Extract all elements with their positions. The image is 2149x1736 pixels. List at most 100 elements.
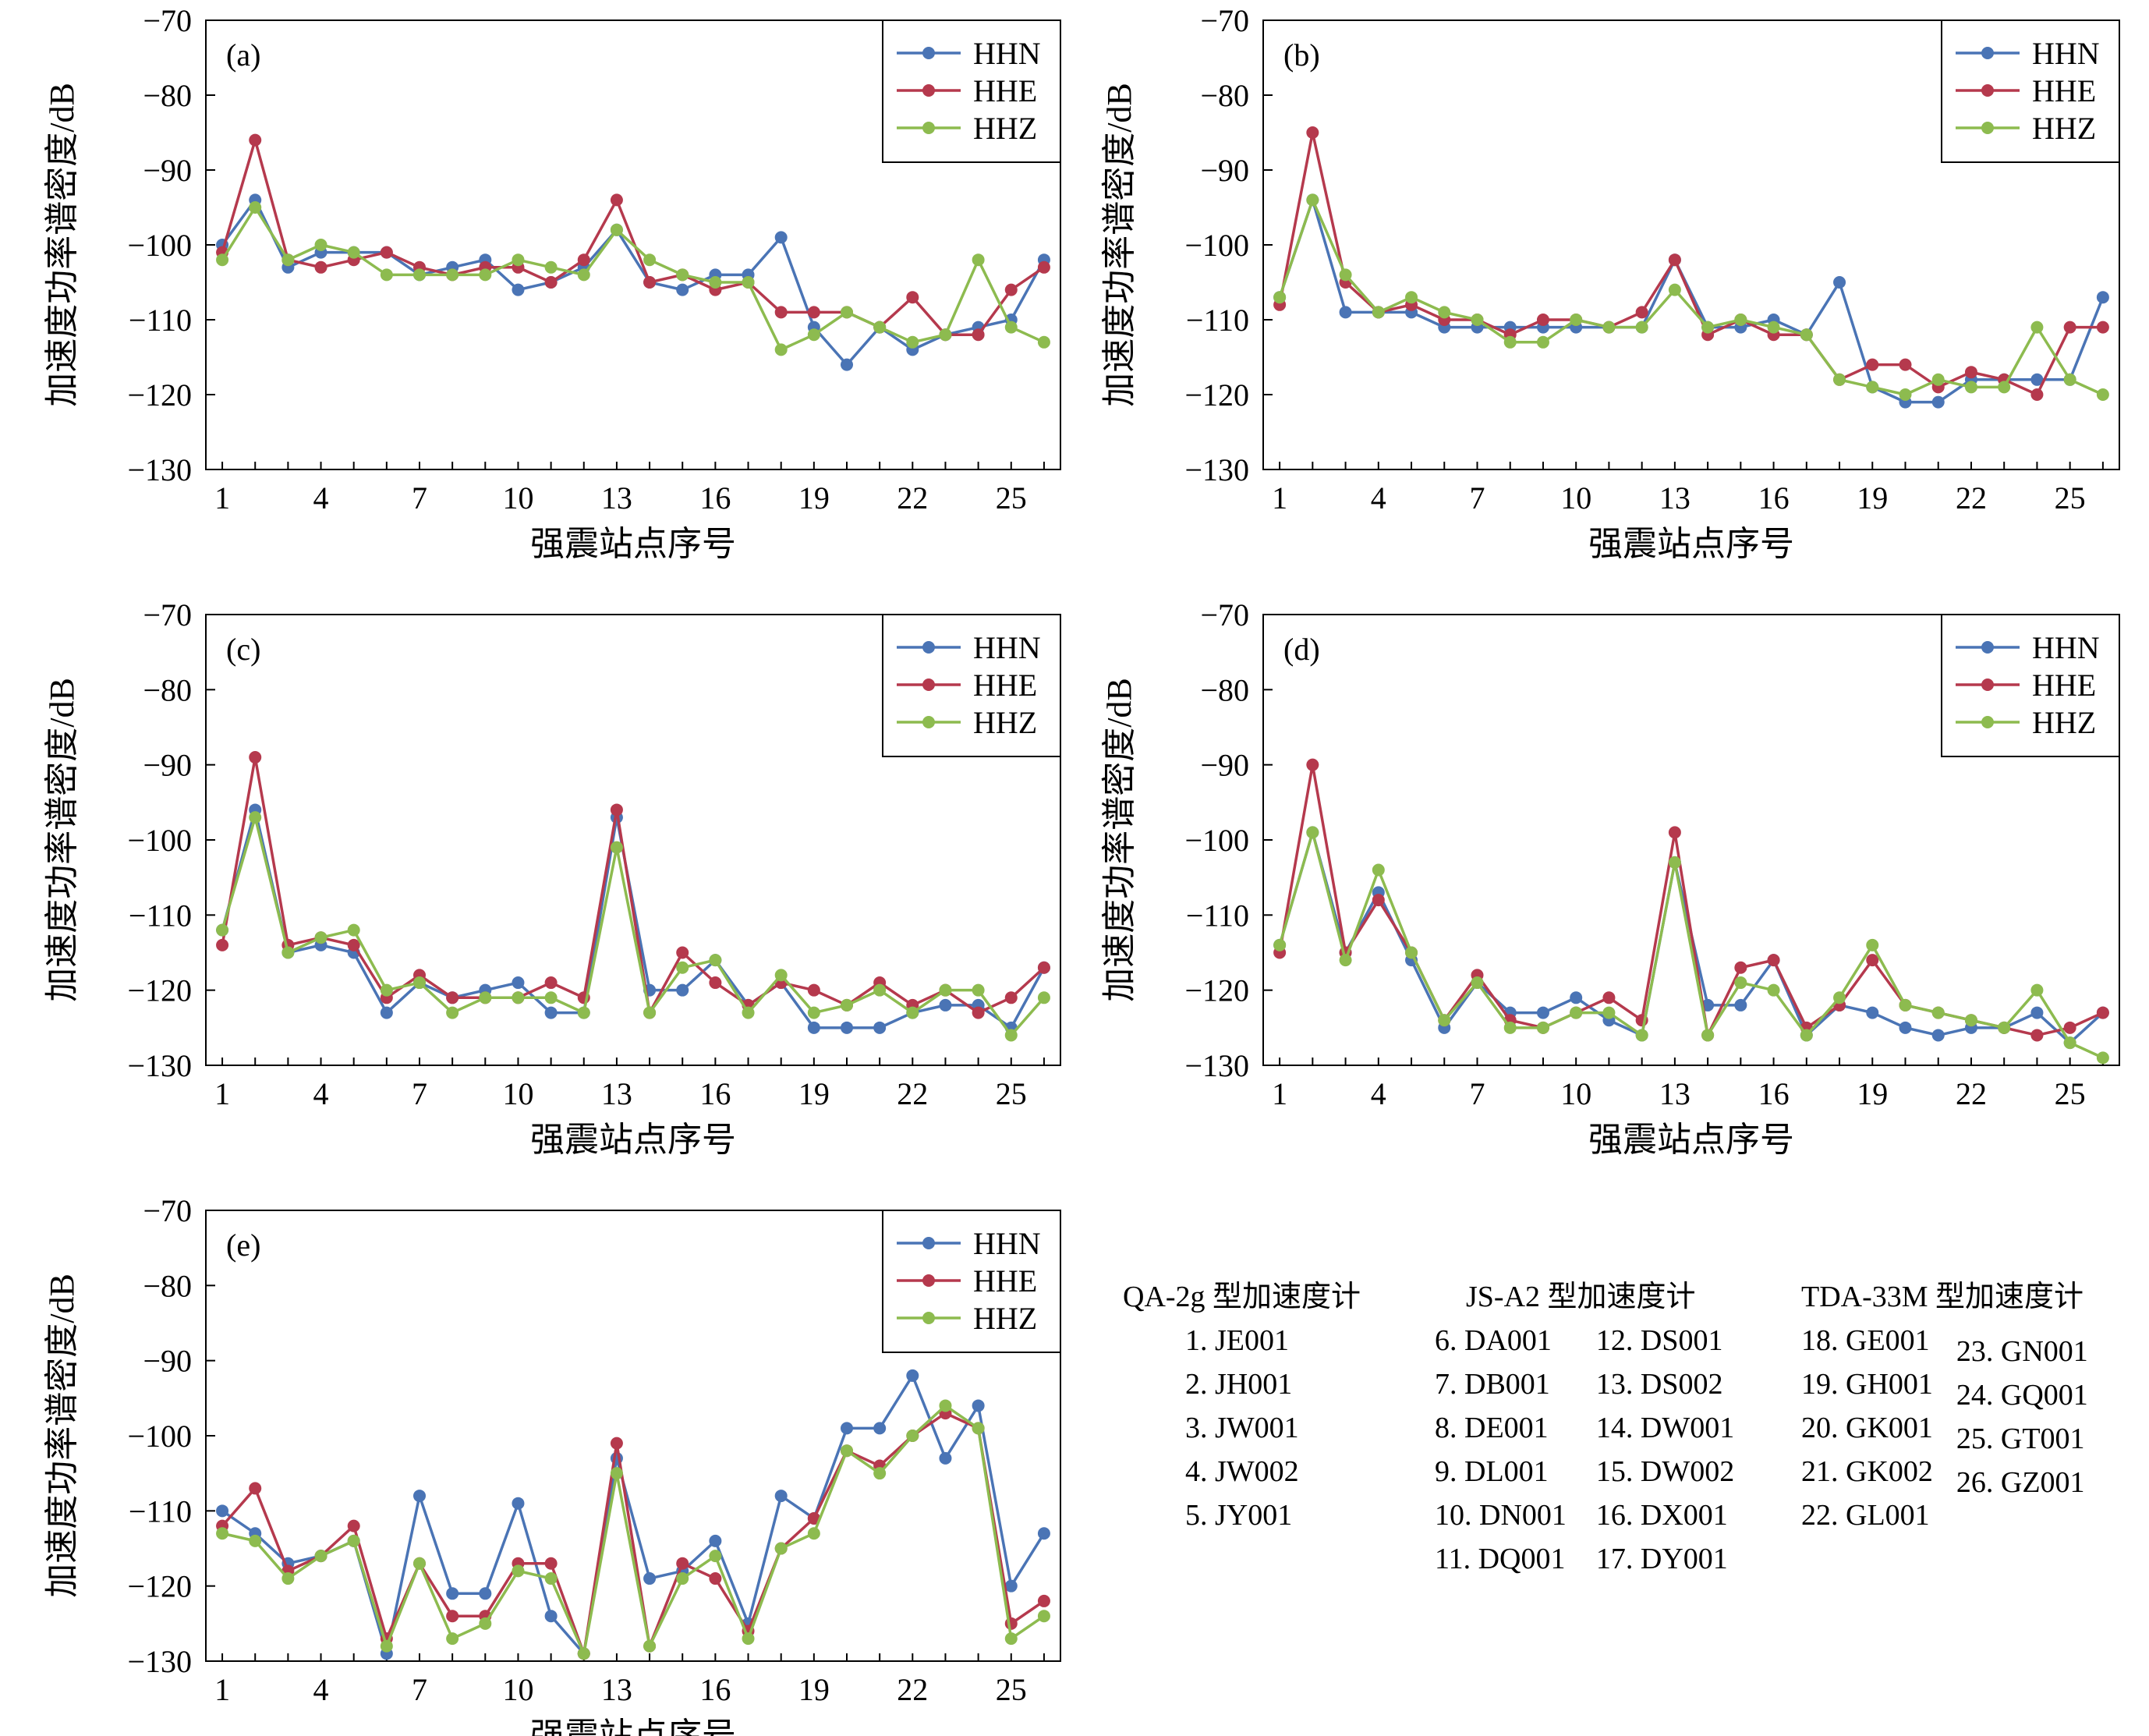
x-tick-label: 13 <box>1659 480 1691 515</box>
data-point-hhn <box>807 1021 820 1034</box>
x-tick-label: 22 <box>1956 480 1987 515</box>
data-point-hhe <box>544 1557 558 1570</box>
series-line-hhe <box>1278 132 2103 397</box>
data-point-hhn <box>709 1534 722 1547</box>
x-tick-label: 4 <box>313 1076 329 1111</box>
data-point-hhz <box>774 343 788 356</box>
data-point-hhz <box>972 1422 985 1435</box>
x-tick-label: 25 <box>996 1076 1027 1111</box>
data-point-hhz <box>643 1006 657 1019</box>
y-tick-label: −90 <box>1200 153 1249 188</box>
y-tick-label: −90 <box>1200 748 1249 783</box>
panel-label: (e) <box>226 1228 260 1263</box>
legend-marker <box>1981 84 1994 97</box>
data-point-hhn <box>216 1504 229 1518</box>
y-tick-label: −80 <box>1200 672 1249 707</box>
data-point-hhz <box>249 811 262 824</box>
data-point-hhz <box>1273 938 1287 951</box>
data-point-hhn <box>939 998 952 1011</box>
data-point-hhz <box>1405 946 1418 959</box>
data-point-hhe <box>544 276 558 289</box>
y-axis-title: 加速度功率谱密度/dB <box>43 83 81 407</box>
data-point-hhz <box>939 1399 952 1412</box>
data-point-hhn <box>841 358 853 371</box>
data-point-hhz <box>1833 373 1846 386</box>
chart-panel-e: −70 −80 −90 −100 −110 −120 −130 1 4 7 10 13 16 19 22 25… <box>43 1193 1061 1736</box>
x-tick-label: 25 <box>996 1672 1027 1707</box>
data-point-hhn <box>643 1572 657 1585</box>
legend-label: HHE <box>2032 73 2096 108</box>
data-point-hhz <box>1899 998 1912 1011</box>
data-point-hhz <box>742 276 755 289</box>
data-point-hhe <box>1668 253 1681 267</box>
chart-panel-c: −70 −80 −90 −100 −110 −120 −130 1 4 7 10 13 16 19 22 25… <box>43 597 1061 1159</box>
station-item: 1. JE001 <box>1185 1324 1289 1357</box>
data-point-hhz <box>1964 1014 1977 1027</box>
data-point-hhe <box>709 976 722 990</box>
data-point-hhe <box>1964 366 1977 379</box>
data-point-hhz <box>281 946 295 959</box>
data-point-hhn <box>1004 1579 1018 1593</box>
data-point-hhe <box>347 1519 360 1532</box>
data-point-hhz <box>1767 321 1780 334</box>
legend-label: HHE <box>2032 668 2096 703</box>
series-line-hhe <box>221 756 1046 1017</box>
y-tick-label: −110 <box>129 303 192 338</box>
data-point-hhz <box>610 1467 623 1480</box>
panel-label: (a) <box>226 37 260 73</box>
data-point-hhe <box>446 1610 459 1623</box>
data-point-hhz <box>380 983 393 997</box>
x-tick-label: 19 <box>798 1672 830 1707</box>
data-point-hhe <box>1306 758 1319 771</box>
data-point-hhe <box>610 1437 623 1450</box>
y-axis-title: 加速度功率谱密度/dB <box>43 678 81 1002</box>
y-tick-label: −120 <box>127 377 192 413</box>
data-point-hhe <box>249 1482 262 1495</box>
legend-marker <box>922 716 935 728</box>
data-point-hhz <box>1701 321 1715 334</box>
x-tick-label: 4 <box>1371 1076 1386 1111</box>
station-item: 6. DA001 <box>1435 1324 1552 1357</box>
data-point-hhz <box>1037 1610 1050 1623</box>
data-point-hhe <box>314 260 327 274</box>
legend-label: HHN <box>973 36 1041 71</box>
data-point-hhe <box>972 1006 985 1019</box>
x-tick-label: 4 <box>313 480 329 515</box>
data-point-hhn <box>1734 998 1747 1011</box>
data-point-hhe <box>774 306 788 319</box>
data-point-hhe <box>1372 894 1385 907</box>
data-point-hhe <box>676 946 689 959</box>
legend-label: HHN <box>973 1226 1041 1261</box>
data-point-hhe <box>347 938 360 951</box>
x-tick-label: 10 <box>1560 1076 1591 1111</box>
data-point-hhz <box>1767 983 1780 997</box>
x-axis-title: 强震站点序号 <box>530 525 736 563</box>
data-point-hhz <box>873 983 887 997</box>
y-tick-label: −80 <box>1200 78 1249 113</box>
data-point-hhe <box>807 983 820 997</box>
legend-marker <box>922 641 935 654</box>
x-tick-label: 7 <box>412 480 427 515</box>
data-point-hhz <box>709 1550 722 1563</box>
data-point-hhz <box>873 1467 887 1480</box>
data-point-hhz <box>1471 976 1484 990</box>
data-point-hhn <box>906 1369 919 1382</box>
series-line-hhz <box>221 812 1046 1038</box>
series-line-hhe <box>1278 764 2104 1040</box>
data-point-hhz <box>446 1006 459 1019</box>
data-point-hhe <box>1004 283 1018 296</box>
data-point-hhz <box>1899 388 1912 401</box>
station-item: 3. JW001 <box>1185 1412 1299 1444</box>
data-point-hhz <box>577 268 590 282</box>
legend-marker <box>922 678 935 691</box>
data-point-hhe <box>2030 388 2044 401</box>
station-item: 21. GK002 <box>1801 1455 1933 1488</box>
data-point-hhn <box>774 1490 788 1503</box>
y-tick-label: −130 <box>127 1048 192 1083</box>
y-tick-label: −100 <box>1184 823 1249 858</box>
data-point-hhz <box>2063 373 2076 386</box>
data-point-hhe <box>643 276 657 289</box>
x-tick-label: 1 <box>1272 480 1287 515</box>
y-axis-title: 加速度功率谱密度/dB <box>1100 678 1138 1002</box>
data-point-hhz <box>479 1617 492 1630</box>
